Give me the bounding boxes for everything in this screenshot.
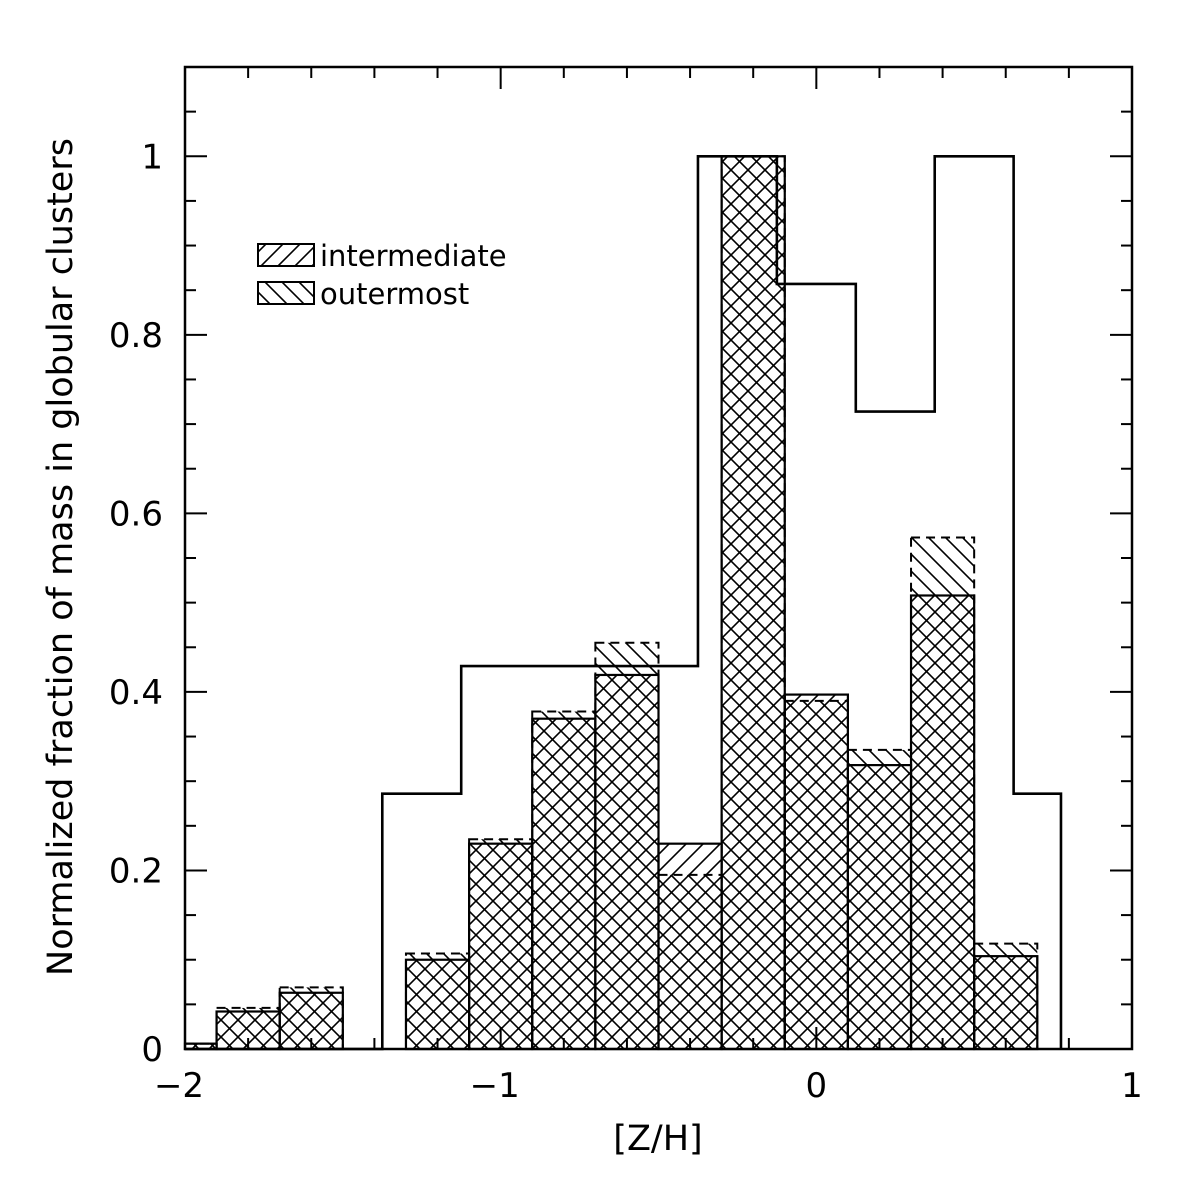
intermediate-bar xyxy=(468,842,534,1051)
legend: intermediate outermost xyxy=(257,239,507,311)
y-tick-label: 0.8 xyxy=(109,316,163,356)
open-histogram-outline xyxy=(185,154,1063,1051)
x-tick-labels: −2 −1 0 1 xyxy=(154,1066,1143,1106)
x-tick-label: −1 xyxy=(470,1066,520,1106)
intermediate-bar xyxy=(657,842,723,1051)
plot-frame xyxy=(183,65,1134,1051)
y-tick-label: 0.6 xyxy=(109,494,163,534)
intermediate-bar xyxy=(594,673,660,1051)
legend-swatch-intermediate xyxy=(257,243,315,267)
legend-label-outermost: outermost xyxy=(320,277,469,311)
intermediate-bar xyxy=(909,594,976,1051)
y-tick-label: 0.2 xyxy=(109,851,163,891)
x-axis-label: [Z/H] xyxy=(613,1119,702,1159)
intermediate-bar xyxy=(783,693,849,1051)
x-tick-label: −2 xyxy=(154,1066,204,1106)
intermediate-bar xyxy=(973,955,1039,1051)
open-histogram xyxy=(185,154,1063,1051)
intermediate-bar xyxy=(846,764,913,1051)
y-tick-label: 1 xyxy=(141,137,163,177)
legend-label-intermediate: intermediate xyxy=(320,239,507,273)
y-tick-label: 0 xyxy=(141,1030,163,1070)
y-tick-label: 0.4 xyxy=(109,673,163,713)
x-tick-label: 1 xyxy=(1121,1066,1143,1106)
intermediate-bar xyxy=(531,717,597,1051)
intermediate-bar xyxy=(404,958,471,1051)
y-tick-labels: 0 0.2 0.4 0.6 0.8 1 xyxy=(109,137,163,1070)
legend-swatch-outermost xyxy=(257,281,315,305)
y-axis-label: Normalized fraction of mass in globular … xyxy=(41,138,81,976)
intermediate-bar xyxy=(720,155,786,1051)
intermediate-bars xyxy=(183,155,1039,1051)
x-tick-label: 0 xyxy=(806,1066,828,1106)
